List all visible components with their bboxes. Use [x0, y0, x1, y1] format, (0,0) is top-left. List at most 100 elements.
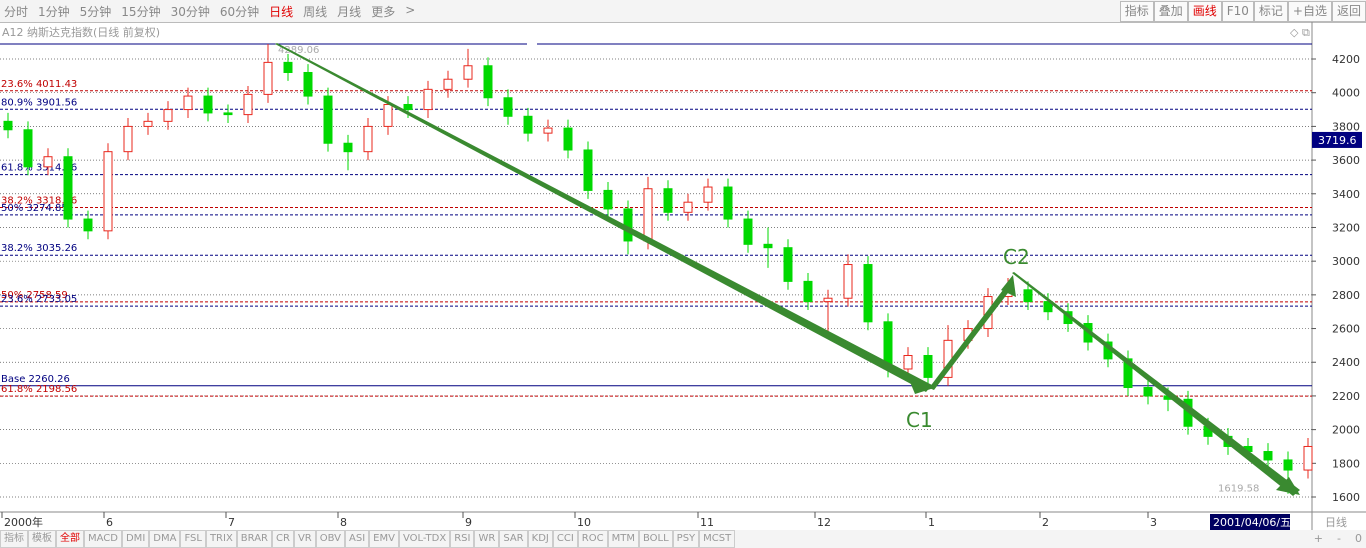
candle-body	[183, 95, 193, 111]
indicator-tab[interactable]: DMA	[149, 530, 181, 548]
candle-body	[1043, 301, 1053, 313]
indicator-tab[interactable]: BOLL	[638, 530, 673, 548]
zoom-button[interactable]: -	[1337, 532, 1341, 545]
period-tab[interactable]: 30分钟	[170, 4, 210, 19]
indicator-tab[interactable]: 全部	[56, 530, 84, 548]
y-tick-label: 3800	[1332, 120, 1360, 133]
indicator-tab[interactable]: OBV	[315, 530, 345, 548]
indicator-tab[interactable]: 指标	[0, 530, 28, 548]
candle-body	[263, 61, 273, 95]
tool-button[interactable]: F10	[1221, 1, 1254, 22]
trend-lines	[275, 43, 1300, 496]
indicator-tab[interactable]: ASI	[345, 530, 370, 548]
level-label: Base 2260.26	[1, 374, 70, 385]
trend-arrow	[275, 43, 932, 392]
candle-body	[103, 151, 113, 232]
candle-body	[363, 125, 373, 153]
candle-body	[923, 355, 933, 378]
zoom-button[interactable]: 0	[1355, 532, 1362, 545]
x-tick-label: 11	[700, 516, 714, 529]
candle-body	[543, 127, 553, 134]
arrow-head	[1001, 275, 1016, 297]
indicator-tab[interactable]: FSL	[180, 530, 206, 548]
tool-button[interactable]: 指标	[1119, 1, 1154, 22]
indicator-tab[interactable]: MTM	[607, 530, 639, 548]
candle-body	[383, 103, 393, 127]
window-icons[interactable]: ◇ ⧉	[1290, 26, 1310, 39]
tool-button[interactable]: +自选	[1287, 1, 1332, 22]
level-label: 50% 3274.85	[1, 203, 68, 214]
candle-body	[323, 95, 333, 144]
period-tab[interactable]: 月线	[337, 4, 362, 19]
y-tick-label: 3200	[1332, 221, 1360, 234]
indicator-tab[interactable]: BRAR	[236, 530, 272, 548]
annotation: C1	[906, 408, 933, 432]
candle-body	[1303, 445, 1313, 471]
level-label: 61.8% 3514.06	[1, 163, 77, 174]
x-tick-label: 7	[228, 516, 235, 529]
indicator-tab[interactable]: MACD	[84, 530, 122, 548]
indicator-tab[interactable]: TRIX	[205, 530, 237, 548]
tool-button[interactable]: 叠加	[1153, 1, 1188, 22]
indicator-tab[interactable]: SAR	[499, 530, 528, 548]
indicator-tab[interactable]: WR	[474, 530, 500, 548]
x-tick-label: 3	[1150, 516, 1157, 529]
tool-buttons: 指标 叠加 画线 F10 标记 +自选 返回	[1119, 1, 1366, 22]
annotation: C2	[1003, 245, 1030, 269]
candle-body	[243, 93, 253, 116]
indicator-tab[interactable]: CR	[272, 530, 294, 548]
x-tick-label: 2000年	[4, 515, 43, 529]
indicator-tab[interactable]: ROC	[577, 530, 608, 548]
tool-button[interactable]: 标记	[1253, 1, 1288, 22]
zoom-button[interactable]: +	[1313, 532, 1324, 545]
period-tab[interactable]: 60分钟	[219, 4, 260, 19]
candle-body	[743, 218, 753, 245]
period-tab[interactable]: 15分钟	[121, 4, 161, 19]
candle-body	[163, 109, 173, 122]
indicator-tab[interactable]: MCST	[699, 530, 736, 548]
candle-body	[523, 115, 533, 134]
x-tick-label: 10	[577, 516, 591, 529]
candle-body	[303, 71, 313, 97]
candle-body	[143, 120, 153, 127]
y-tick-label: 2800	[1332, 289, 1360, 302]
indicator-tab[interactable]: EMV	[369, 530, 399, 548]
low-label: 1619.58	[1218, 484, 1259, 495]
candle-body	[763, 243, 773, 249]
period-tab[interactable]: 周线	[303, 4, 328, 19]
indicator-tab[interactable]: PSY	[672, 530, 700, 548]
candle-body	[1023, 289, 1033, 303]
tool-button[interactable]: 画线	[1187, 1, 1222, 22]
y-tick-label: 1800	[1332, 457, 1360, 470]
y-tick-label: 4000	[1332, 87, 1360, 100]
y-tick-label: 2600	[1332, 323, 1360, 336]
period-tab[interactable]: 更多	[371, 4, 396, 19]
indicator-tab[interactable]: CCI	[552, 530, 578, 548]
period-tab[interactable]: 分时	[4, 4, 29, 19]
x-tick-label: 12	[817, 516, 831, 529]
candle-body	[803, 280, 813, 303]
period-tab[interactable]: 日线	[269, 4, 294, 19]
indicator-tab[interactable]: VOL-TDX	[398, 530, 451, 548]
period-tab[interactable]: >	[405, 2, 416, 17]
period-tab[interactable]: 1分钟	[38, 4, 70, 19]
arrow-head	[1276, 477, 1300, 495]
indicator-tab[interactable]: VR	[293, 530, 316, 548]
period-tab[interactable]: 5分钟	[79, 4, 112, 19]
y-tick-label: 3400	[1332, 188, 1360, 201]
candle-body	[483, 65, 493, 99]
x-tick-label: 2	[1042, 516, 1049, 529]
chart: A12 纳斯达克指数(日线 前复权) ◇ ⧉ 1600 1800 2000 2200 2…	[0, 22, 1366, 530]
indicator-tab[interactable]: RSI	[450, 530, 475, 548]
x-tick-label: 6	[106, 516, 113, 529]
tool-button[interactable]: 返回	[1331, 1, 1366, 22]
y-tick-label: 3600	[1332, 154, 1360, 167]
level-label: 38.2% 3318.56	[1, 196, 77, 207]
indicator-tab[interactable]: DMI	[121, 530, 150, 548]
indicator-tab[interactable]: 模板	[28, 530, 56, 548]
candle-body	[443, 78, 453, 90]
indicator-tab[interactable]: KDJ	[527, 530, 553, 548]
candle-body	[863, 264, 873, 323]
candle-body	[223, 112, 233, 116]
level-label: 23.6% 2733.05	[1, 294, 77, 305]
